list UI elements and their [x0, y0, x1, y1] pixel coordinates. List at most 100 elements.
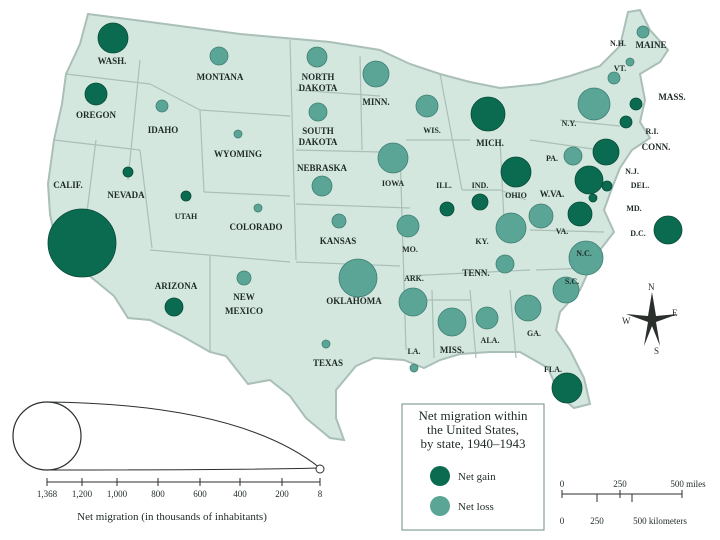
label-pa: PA.	[546, 154, 558, 163]
legend: Net migration within the United States, …	[401, 403, 545, 531]
km-label-250: 250	[590, 516, 604, 526]
circle-r-i	[619, 115, 633, 129]
compass-s: S	[654, 346, 659, 356]
migration-circles	[47, 22, 683, 404]
miles-label-250: 250	[613, 479, 627, 489]
label-n-h: N.H.	[610, 39, 626, 48]
label-mass: MASS.	[658, 92, 685, 102]
size-scale-funnel	[46, 401, 322, 471]
label-oklahoma: OKLAHOMA	[326, 296, 382, 306]
circle-mass	[629, 97, 643, 111]
size-scale-min-circle	[315, 464, 325, 474]
circle-new-mexico	[236, 270, 252, 286]
label-utah: UTAH	[175, 212, 198, 221]
circle-iowa	[377, 142, 409, 174]
size-scale-tick-label: 1,200	[72, 489, 93, 499]
label-vt: VT.	[614, 64, 627, 73]
circle-kansas	[331, 213, 347, 229]
circle-miss	[437, 307, 467, 337]
km-label-0: 0	[560, 516, 565, 526]
circle-idaho	[155, 99, 169, 113]
label-colorado: COLORADO	[229, 222, 282, 232]
legend-title-line-3: by state, 1940–1943	[420, 436, 525, 451]
km-label-500: 500 kilometers	[633, 516, 687, 526]
compass-e: E	[672, 308, 678, 318]
label-nevada: NEVADA	[107, 190, 145, 200]
circle-mo	[396, 214, 420, 238]
circle-s-c	[552, 276, 580, 304]
label-la: LA.	[407, 347, 420, 356]
legend-loss-label: Net loss	[458, 501, 494, 513]
legend-box	[401, 403, 545, 531]
circle-ky	[495, 212, 527, 244]
label-oregon: OREGON	[76, 110, 117, 120]
circle-ga	[514, 294, 542, 322]
size-scale-tick-label: 1,000	[107, 489, 128, 499]
label-tenn: TENN.	[462, 268, 489, 278]
label-minn: MINN.	[362, 97, 389, 107]
label-ill: ILL.	[436, 181, 452, 190]
label-ky: KY.	[475, 237, 488, 246]
legend-gain-swatch	[430, 466, 450, 486]
circle-fla	[551, 372, 583, 404]
label-del: DEL.	[631, 181, 649, 190]
circle-n-h	[625, 57, 635, 67]
legend-gain-label: Net gain	[458, 471, 496, 483]
circle-calif	[47, 208, 117, 278]
label-new-mexico: NEW MEXICO	[225, 292, 263, 316]
legend-loss-swatch	[430, 496, 450, 516]
label-conn: CONN.	[642, 142, 671, 152]
label-miss: MISS.	[440, 345, 464, 355]
label-north-dakota: NORTH DAKOTA	[299, 72, 338, 93]
label-n-c: N.C.	[576, 249, 592, 258]
label-wyoming: WYOMING	[214, 149, 262, 159]
legend-title-line-2: the United States,	[427, 422, 519, 437]
circle-n-y	[577, 87, 611, 121]
label-n-y: N.Y.	[562, 119, 577, 128]
circle-n-c	[568, 240, 604, 276]
label-ala: ALA.	[481, 336, 500, 345]
label-md: MD.	[626, 204, 641, 213]
size-scale-max-circle	[12, 401, 82, 471]
label-iowa: IOWA	[382, 179, 404, 188]
label-mo: MO.	[402, 245, 418, 254]
label-calif: CALIF.	[53, 180, 82, 190]
circle-tenn	[495, 254, 515, 274]
label-south-dakota: SOUTH DAKOTA	[299, 126, 338, 147]
circle-texas	[321, 339, 331, 349]
compass-star	[626, 292, 678, 346]
circle-ohio	[500, 156, 532, 188]
circle-ind	[471, 193, 489, 211]
label-idaho: IDAHO	[148, 125, 179, 135]
label-r-i: R.I.	[646, 127, 659, 136]
circle-wash	[97, 22, 129, 54]
label-ga: GA.	[527, 329, 541, 338]
circle-minn	[362, 60, 390, 88]
compass-n: N	[648, 282, 655, 292]
circle-ill	[439, 201, 455, 217]
us-land-outline	[46, 8, 670, 442]
label-mich: MICH.	[476, 138, 504, 148]
circle-del	[601, 180, 613, 192]
circle-vt	[607, 71, 621, 85]
circle-ala	[475, 306, 499, 330]
label-n-j: N.J.	[625, 167, 639, 176]
label-maine: MAINE	[636, 40, 667, 50]
circle-ark	[398, 287, 428, 317]
label-kansas: KANSAS	[320, 236, 357, 246]
label-s-c: S.C.	[565, 277, 579, 286]
circle-w-va	[528, 203, 554, 229]
circle-wyoming	[233, 129, 243, 139]
compass-rose: N S E W	[622, 282, 678, 356]
label-montana: MONTANA	[197, 72, 244, 82]
size-scale-tick-label: 600	[193, 489, 207, 499]
circle-d-c	[653, 215, 683, 245]
circle-wis	[415, 94, 439, 118]
label-d-c: D.C.	[630, 229, 646, 238]
circle-colorado	[253, 203, 263, 213]
circle-oklahoma	[338, 258, 378, 298]
distance-scale: 0 250 500 miles 0 250 500 kilometers	[560, 479, 706, 526]
label-nebraska: NEBRASKA	[297, 163, 348, 173]
size-scale: 1,368 1,200 1,000 800 600 400 200 8 Net migrati…	[12, 401, 325, 523]
